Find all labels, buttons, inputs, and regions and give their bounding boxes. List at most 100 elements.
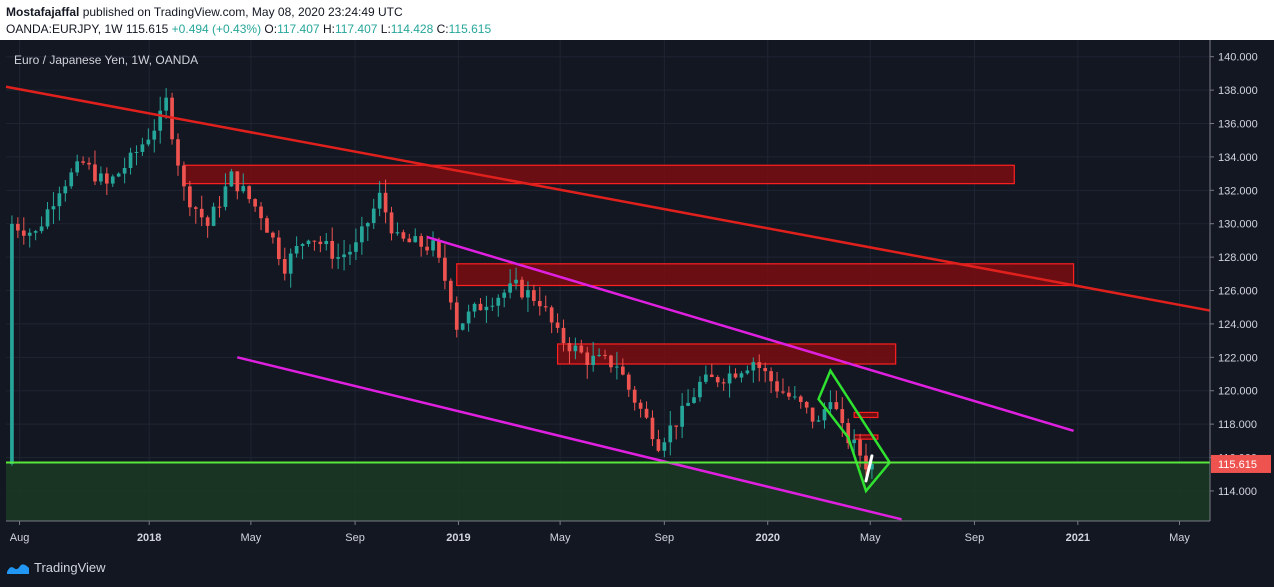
candle-body bbox=[395, 232, 400, 234]
y-tick-label: 140.000 bbox=[1218, 52, 1258, 64]
candle bbox=[686, 389, 690, 407]
candle bbox=[508, 269, 512, 299]
candle-body bbox=[371, 208, 376, 224]
candle bbox=[650, 410, 655, 447]
candle-body bbox=[620, 366, 625, 375]
candle-body bbox=[715, 377, 720, 383]
candle bbox=[709, 363, 714, 378]
candle-body bbox=[490, 305, 495, 307]
candle bbox=[626, 372, 631, 397]
candle bbox=[99, 166, 103, 186]
candle-body bbox=[253, 199, 257, 207]
candle-body bbox=[810, 407, 815, 422]
candle-body bbox=[437, 240, 441, 258]
candle-body bbox=[330, 240, 335, 259]
candle bbox=[454, 296, 459, 338]
candle bbox=[342, 239, 346, 271]
candle bbox=[407, 233, 412, 243]
candle bbox=[188, 180, 192, 217]
price-chart[interactable]: 140.000 138.000 136.000 134.000 132.000 130.0… bbox=[0, 40, 1274, 552]
candle bbox=[419, 233, 424, 257]
candle-body bbox=[822, 409, 827, 421]
candle-body bbox=[87, 162, 91, 165]
candle-body bbox=[27, 232, 32, 236]
candle-body bbox=[733, 373, 738, 378]
candle bbox=[69, 168, 74, 189]
candle-body bbox=[354, 242, 358, 252]
candle bbox=[620, 358, 625, 376]
symbol-text: OANDA:EURJPY, 1W bbox=[6, 22, 123, 36]
candle-body bbox=[259, 206, 263, 219]
candle-body bbox=[110, 176, 115, 184]
candle-body bbox=[792, 396, 797, 398]
publish-text: published on TradingView.com, May 08, 20… bbox=[82, 5, 403, 19]
candle bbox=[443, 244, 447, 290]
candle bbox=[448, 278, 453, 310]
author-name[interactable]: Mostafajaffal bbox=[6, 5, 80, 19]
candle bbox=[828, 390, 833, 416]
candle-body bbox=[158, 110, 163, 131]
candle bbox=[472, 302, 477, 318]
candle bbox=[75, 154, 80, 176]
candle bbox=[514, 267, 518, 290]
candle bbox=[312, 240, 317, 251]
axes: 140.000 138.000 136.000 134.000 132.000 130.0… bbox=[6, 40, 1271, 544]
candle bbox=[330, 227, 335, 269]
candle bbox=[816, 415, 821, 423]
candle-body bbox=[555, 322, 560, 328]
candle bbox=[271, 231, 275, 244]
candle-body bbox=[632, 389, 637, 403]
candle-body bbox=[128, 152, 133, 168]
candle bbox=[193, 205, 198, 224]
candle bbox=[33, 229, 38, 241]
candle bbox=[377, 181, 382, 217]
candle-body bbox=[16, 223, 20, 231]
candle bbox=[10, 215, 14, 466]
candle-body bbox=[798, 396, 803, 402]
candle-body bbox=[787, 392, 791, 397]
candle-body bbox=[152, 130, 157, 140]
candle bbox=[389, 206, 394, 241]
candle-body bbox=[324, 240, 329, 245]
candle bbox=[757, 354, 762, 382]
candle bbox=[235, 171, 240, 200]
candle bbox=[104, 167, 109, 195]
channel-lower-line bbox=[237, 356, 902, 521]
candle bbox=[579, 339, 584, 354]
candle bbox=[537, 287, 542, 316]
candle bbox=[265, 215, 269, 233]
tradingview-text: TradingView bbox=[34, 560, 106, 575]
candle bbox=[371, 198, 376, 229]
candle bbox=[205, 215, 210, 238]
candle bbox=[348, 244, 352, 266]
candle bbox=[122, 157, 127, 184]
drawn-lines bbox=[5, 85, 1211, 521]
candle-body bbox=[532, 290, 536, 301]
candle-body bbox=[520, 279, 524, 298]
candle bbox=[733, 368, 738, 379]
candle bbox=[597, 348, 601, 358]
candle-body bbox=[241, 186, 246, 192]
candle-body bbox=[739, 373, 744, 378]
y-tick-label: 138.000 bbox=[1218, 85, 1258, 97]
candle bbox=[715, 375, 720, 388]
close-label: C: bbox=[436, 22, 449, 36]
candle-body bbox=[745, 370, 750, 374]
candle-body bbox=[57, 193, 62, 207]
candle bbox=[306, 239, 311, 247]
candle bbox=[585, 346, 590, 379]
candle bbox=[324, 233, 329, 251]
candle bbox=[798, 394, 803, 409]
candle-body bbox=[282, 259, 287, 274]
candle-body bbox=[116, 173, 121, 177]
tradingview-brand[interactable]: TradingView bbox=[6, 560, 106, 575]
candle-body bbox=[365, 223, 370, 227]
candle-body bbox=[306, 240, 311, 245]
candle bbox=[39, 216, 44, 234]
candle-body bbox=[597, 354, 601, 356]
candle bbox=[615, 351, 619, 380]
candle bbox=[787, 386, 791, 401]
candle-body bbox=[674, 425, 679, 427]
candle bbox=[769, 367, 773, 394]
candle bbox=[698, 376, 702, 402]
